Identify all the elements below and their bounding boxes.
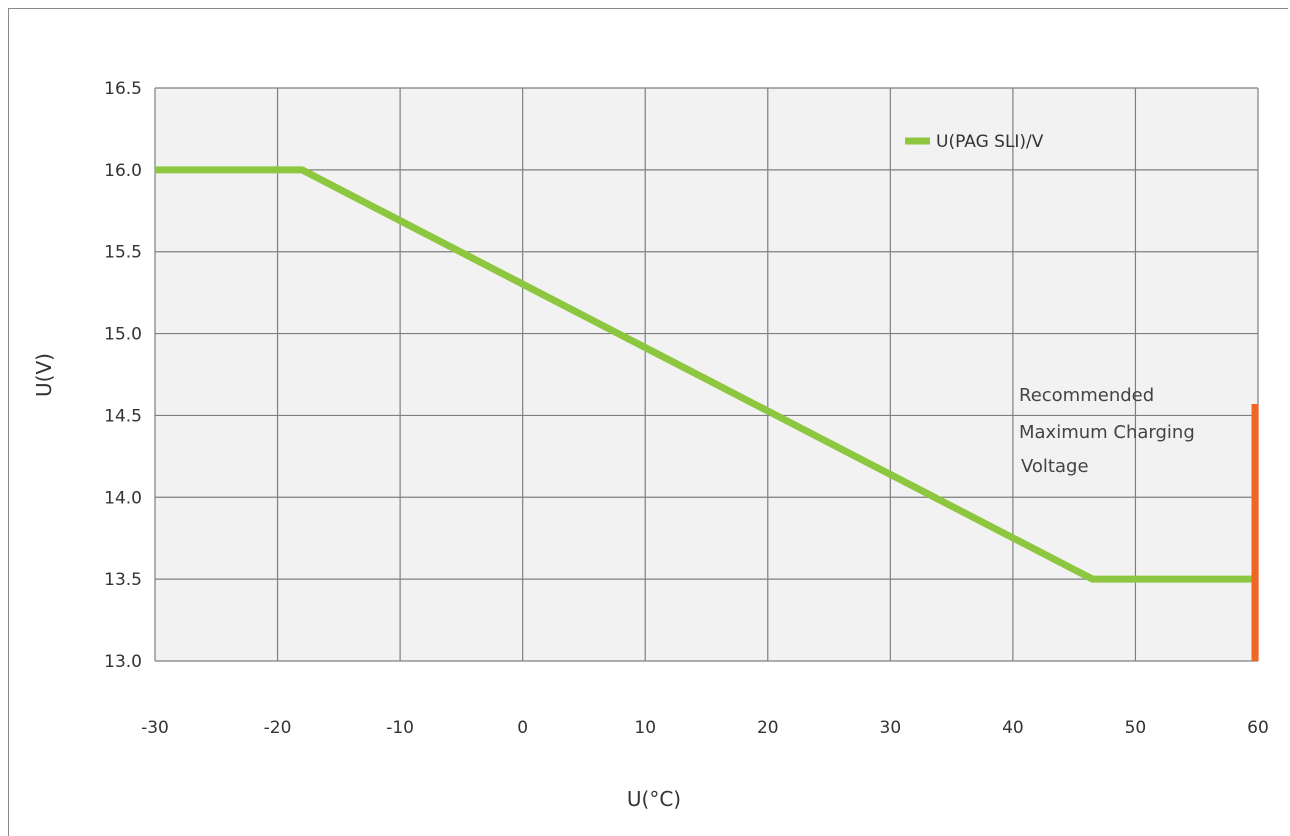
- x-tick-label: -10: [386, 718, 414, 738]
- y-tick-label: 15.5: [104, 243, 142, 263]
- plot-background: [155, 88, 1258, 661]
- annotation: Recommended Maximum Charging Voltage: [1019, 385, 1195, 477]
- y-tick-label: 14.0: [104, 488, 142, 508]
- x-tick-label: -30: [141, 718, 169, 738]
- grid: [154, 87, 1259, 662]
- x-tick-label: 30: [880, 718, 902, 738]
- y-axis-title: U(V): [32, 353, 56, 397]
- x-tick-label: -20: [264, 718, 292, 738]
- series-layer: [155, 166, 1258, 583]
- y-tick-label: 13.0: [104, 652, 142, 672]
- annotation-line-1: Recommended: [1019, 385, 1154, 406]
- x-tick-label: 50: [1125, 718, 1147, 738]
- x-tick-label: 10: [634, 718, 656, 738]
- y-tick-label: 15.0: [104, 325, 142, 345]
- x-tick-label: 0: [517, 718, 528, 738]
- x-tick-label: 60: [1247, 718, 1269, 738]
- x-tick-label: 40: [1002, 718, 1024, 738]
- chart-frame: [8, 8, 1288, 836]
- y-tick-labels: 13.0 13.5 14.0 14.5 15.0 15.5 16.0 16.5: [104, 79, 142, 672]
- x-tick-label: 20: [757, 718, 779, 738]
- series-line-0: [155, 166, 1258, 583]
- x-tick-labels: -30 -20 -10 0 10 20 30 40 50 60: [141, 718, 1269, 738]
- y-tick-label: 14.5: [104, 406, 142, 426]
- y-tick-label: 16.0: [104, 161, 142, 181]
- y-tick-label: 13.5: [104, 570, 142, 590]
- x-axis-title: U(°C): [627, 787, 681, 811]
- legend-label: U(PAG SLI)/V: [936, 132, 1044, 152]
- annotation-line-2: Maximum Charging: [1019, 422, 1195, 443]
- annotation-line-3: Voltage: [1021, 456, 1089, 477]
- y-tick-label: 16.5: [104, 79, 142, 99]
- legend: U(PAG SLI)/V: [905, 132, 1044, 152]
